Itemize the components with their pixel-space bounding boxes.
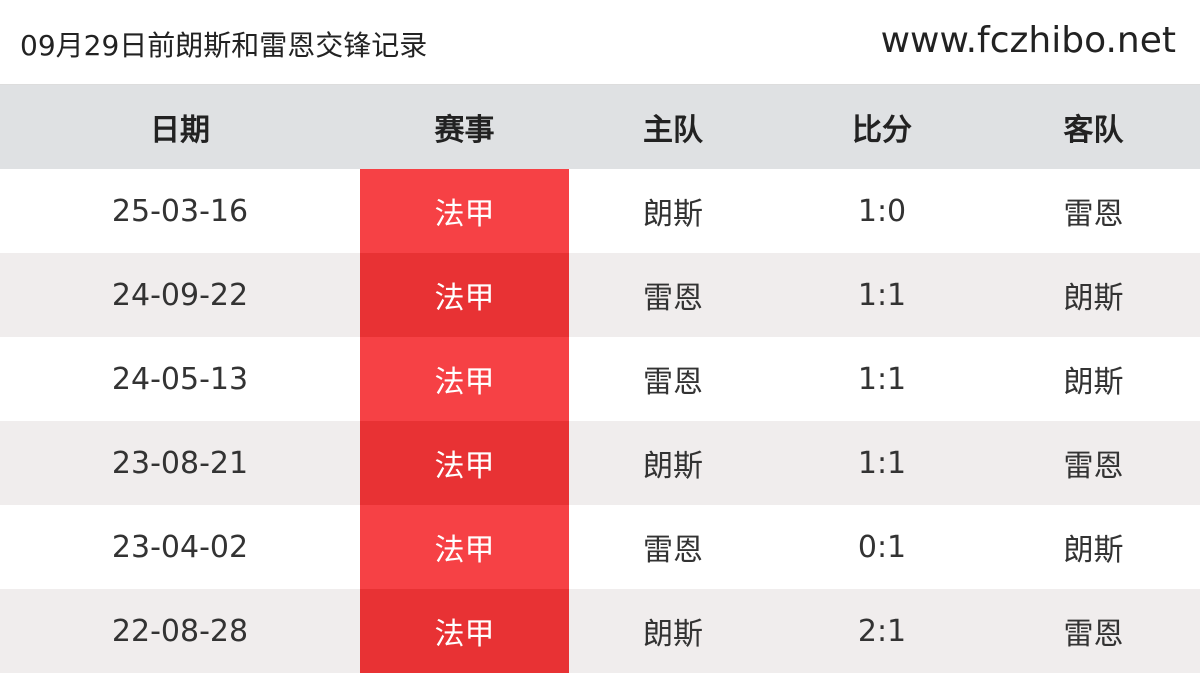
score-cell: 2:1: [857, 613, 907, 649]
league-cell: 法甲: [360, 505, 569, 589]
date-cell: 22-08-28: [111, 613, 249, 649]
date-cell: 24-05-13: [111, 361, 249, 397]
col-home: 主队: [643, 113, 703, 148]
away-team-cell: 雷恩: [1063, 197, 1124, 232]
home-team-cell: 朗斯: [643, 449, 703, 484]
table-row: 24-09-22 法甲 雷恩 1:1 朗斯: [0, 253, 1200, 337]
col-date: 日期: [150, 113, 210, 148]
table-row: 23-04-02 法甲 雷恩 0:1 朗斯: [0, 505, 1200, 589]
score-cell: 1:1: [857, 361, 907, 397]
score-cell: 1:1: [857, 277, 907, 313]
home-team-cell: 雷恩: [643, 533, 703, 568]
away-team-cell: 朗斯: [1063, 533, 1124, 568]
col-away: 客队: [1063, 113, 1124, 148]
score-cell: 0:1: [857, 529, 907, 565]
home-team-cell: 朗斯: [643, 197, 703, 232]
col-score: 比分: [852, 113, 912, 148]
date-cell: 23-04-02: [111, 529, 249, 565]
league-cell: 法甲: [360, 253, 569, 337]
league-cell: 法甲: [360, 421, 569, 505]
home-team-cell: 朗斯: [643, 617, 703, 652]
league-cell: 法甲: [360, 589, 569, 673]
table-row: 25-03-16 法甲 朗斯 1:0 雷恩: [0, 169, 1200, 253]
home-team-cell: 雷恩: [643, 365, 703, 400]
league-cell: 法甲: [360, 337, 569, 421]
date-cell: 25-03-16: [111, 193, 249, 229]
col-league: 赛事: [434, 113, 495, 148]
away-team-cell: 雷恩: [1063, 617, 1124, 652]
score-cell: 1:1: [857, 445, 907, 481]
table-row: 23-08-21 法甲 朗斯 1:1 雷恩: [0, 421, 1200, 505]
table-row: 24-05-13 法甲 雷恩 1:1 朗斯: [0, 337, 1200, 421]
away-team-cell: 朗斯: [1063, 365, 1124, 400]
away-team-cell: 雷恩: [1063, 449, 1124, 484]
home-team-cell: 雷恩: [643, 281, 703, 316]
page-title: 09月29日前朗斯和雷恩交锋记录: [20, 29, 428, 62]
table-row: 22-08-28 法甲 朗斯 2:1 雷恩: [0, 589, 1200, 673]
site-url: www.fczhibo.net: [880, 20, 1176, 61]
table-header: 日期 赛事 主队 比分 客队: [0, 85, 1200, 169]
date-cell: 24-09-22: [111, 277, 249, 313]
date-cell: 23-08-21: [111, 445, 249, 481]
score-cell: 1:0: [857, 193, 907, 229]
league-cell: 法甲: [360, 169, 569, 253]
top-bar: 09月29日前朗斯和雷恩交锋记录 www.fczhibo.net: [0, 0, 1200, 85]
away-team-cell: 朗斯: [1063, 281, 1124, 316]
